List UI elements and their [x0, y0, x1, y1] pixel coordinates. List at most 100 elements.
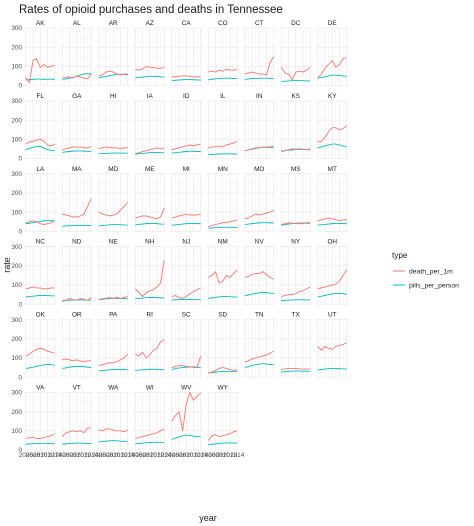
series-line-pills-per-person	[25, 220, 55, 225]
facet-panel-ca: CA	[170, 20, 203, 86]
facet-panel-nc: NC 0 100 200 300	[11, 239, 57, 308]
y-tick-label: 300	[11, 317, 22, 324]
series-line-death-per-1m	[25, 433, 55, 439]
series-line-death-per-1m	[244, 145, 274, 152]
x-tick-label: 2010	[70, 452, 85, 459]
x-tick-label: 2006	[55, 452, 70, 459]
legend-label: death_per_1m	[409, 268, 453, 275]
series-line-death-per-1m	[281, 368, 311, 370]
series-line-death-per-1m	[208, 269, 238, 284]
facet-panel-or: OR	[60, 312, 93, 378]
strip-label: TN	[255, 312, 264, 319]
facet-panel-mi: MI	[170, 166, 203, 232]
x-tick-label: 2012	[40, 452, 55, 459]
facet-panel-de: DE	[316, 20, 349, 86]
facet-panel-ri: RI	[133, 312, 166, 378]
facet-panel-la: LA 0 100 200 300	[11, 166, 57, 236]
y-tick-label: 0	[18, 229, 22, 236]
y-tick-label: 0	[18, 156, 22, 163]
series-line-pills-per-person	[317, 74, 347, 79]
y-tick-label: 300	[11, 25, 22, 32]
series-line-pills-per-person	[25, 364, 55, 369]
series-line-pills-per-person	[135, 297, 165, 300]
facet-panel-ak: AK 0 100 200 300	[11, 20, 57, 90]
series-line-death-per-1m	[171, 287, 201, 299]
x-tick-label: 2012	[150, 452, 165, 459]
x-axis-title: year	[199, 513, 217, 523]
facet-panel-nm: NM	[206, 239, 239, 305]
series-line-death-per-1m	[25, 347, 55, 357]
strip-label: AZ	[146, 20, 154, 27]
series-line-death-per-1m	[98, 353, 129, 367]
series-line-pills-per-person	[244, 363, 274, 368]
facet-panel-ia: IA	[133, 93, 166, 159]
series-line-death-per-1m	[25, 138, 55, 147]
facet-panel-co: CO	[206, 20, 239, 86]
y-tick-label: 300	[11, 171, 22, 178]
facet-panel-ms: MS	[279, 166, 312, 232]
series-line-death-per-1m	[135, 339, 165, 359]
y-tick-label: 200	[11, 44, 22, 51]
strip-label: NM	[218, 239, 228, 246]
x-tick-label: 2014	[157, 452, 172, 459]
strip-label: GA	[72, 93, 82, 100]
strip-label: DC	[291, 20, 301, 27]
series-line-pills-per-person	[171, 434, 201, 440]
series-line-death-per-1m	[25, 220, 55, 226]
facet-panel-ct: CT	[243, 20, 276, 86]
facet-panel-ma: MA	[60, 166, 93, 232]
legend-entry: death_per_1m	[392, 266, 453, 276]
strip-label: WV	[181, 385, 192, 392]
strip-label: AR	[109, 20, 118, 27]
series-line-death-per-1m	[281, 148, 311, 153]
y-tick-label: 200	[11, 117, 22, 124]
series-line-pills-per-person	[171, 222, 201, 226]
chart-title: Rates of opioid purchases and deaths in …	[19, 4, 283, 16]
series-line-death-per-1m	[317, 217, 347, 222]
series-line-pills-per-person	[317, 222, 347, 226]
facet-panel-mt: MT	[316, 166, 349, 232]
series-line-death-per-1m	[171, 355, 202, 368]
facet-panel-in: IN	[243, 93, 276, 159]
y-tick-label: 300	[11, 98, 22, 105]
strip-label: MA	[72, 166, 82, 173]
y-tick-label: 300	[11, 244, 22, 251]
series-line-pills-per-person	[171, 366, 201, 370]
y-tick-label: 0	[18, 301, 22, 308]
series-line-pills-per-person	[62, 442, 92, 445]
strip-label: MD	[108, 166, 118, 173]
series-line-death-per-1m	[281, 286, 311, 297]
series-line-death-per-1m	[317, 342, 347, 351]
series-line-death-per-1m	[281, 222, 311, 226]
facet-panel-tx: TX	[279, 312, 312, 378]
facet-panel-nd: ND	[60, 239, 93, 305]
strip-label: CT	[255, 20, 264, 27]
facet-panel-mn: MN	[206, 166, 239, 232]
strip-label: WY	[218, 385, 229, 392]
series-line-death-per-1m	[244, 350, 274, 363]
series-line-pills-per-person	[62, 150, 92, 153]
y-tick-label: 200	[11, 190, 22, 197]
series-line-pills-per-person	[25, 294, 55, 298]
facet-panel-nh: NH	[133, 239, 166, 305]
strip-label: MT	[328, 166, 337, 173]
facet-panel-sd: SD	[206, 312, 239, 378]
series-line-pills-per-person	[281, 299, 311, 302]
strip-label: SD	[218, 312, 227, 319]
legend-label: pills_per_person	[409, 282, 459, 289]
strip-label: PA	[109, 312, 118, 319]
y-tick-label: 100	[11, 282, 22, 289]
series-line-death-per-1m	[98, 296, 128, 300]
series-line-pills-per-person	[208, 226, 238, 229]
x-tick-label: 2006	[201, 452, 216, 459]
strip-label: IA	[147, 93, 154, 100]
series-line-pills-per-person	[171, 79, 201, 82]
series-line-death-per-1m	[135, 208, 165, 220]
series-line-death-per-1m	[135, 147, 165, 155]
x-tick-label: 2010	[106, 452, 121, 459]
strip-label: ME	[145, 166, 155, 173]
facet-panel-me: ME	[133, 166, 166, 232]
